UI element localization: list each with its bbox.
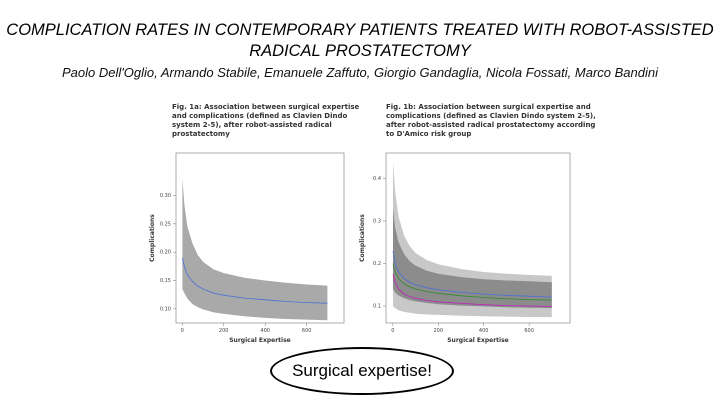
y-tick-label: 0.15 [160,278,171,284]
figure-1b-chart: 0.1 0.2 0.3 0.4 0 200 400 600 Surgical Expertise… [359,152,571,344]
surgical-expertise-callout: Surgical expertise! [270,347,454,395]
series-line-2 [392,274,552,307]
figure-1b-caption: Fig. 1b: Association between surgical ex… [386,103,596,138]
series-line-1 [392,263,552,301]
slide-title: COMPLICATION RATES IN CONTEMPORARY PATIE… [6,21,714,60]
y-tick-label: 0.2 [373,261,381,267]
x-tick-label: 200 [433,328,443,334]
x-tick-label: 0 [391,328,394,334]
series-line-0 [182,257,328,304]
x-tick-label: 600 [524,328,534,334]
y-tick-label: 0.3 [373,219,381,225]
callout-text: Surgical expertise! [292,361,432,380]
y-axis-label: Complications [359,214,366,262]
y-axis-label: Complications [149,214,156,262]
author-list: Paolo Dell'Oglio, Armando Stabile, Emanu… [62,65,658,80]
figure-1a-caption: Fig. 1a: Association between surgical ex… [172,103,360,138]
x-tick-label: 0 [181,328,184,334]
figure-1a-chart: 0.10 0.15 0.20 0.25 0.30 0 200 400 600 Surgical E… [149,152,345,344]
confidence-band-inner [393,208,552,309]
x-tick-label: 400 [260,328,270,334]
y-tick-label: 0.20 [160,250,171,256]
y-tick-label: 0.1 [373,304,381,310]
x-axis-label: Surgical Expertise [447,337,509,344]
y-tick-label: 0.10 [160,306,171,312]
x-axis-label: Surgical Expertise [229,337,291,344]
series-line-0 [392,250,552,298]
x-tick-label: 400 [479,328,489,334]
y-tick-label: 0.25 [160,221,171,227]
confidence-band-outer [182,178,328,321]
x-tick-label: 200 [219,328,229,334]
y-tick-label: 0.4 [373,176,381,182]
y-tick-label: 0.30 [160,193,171,199]
x-tick-label: 600 [302,328,312,334]
